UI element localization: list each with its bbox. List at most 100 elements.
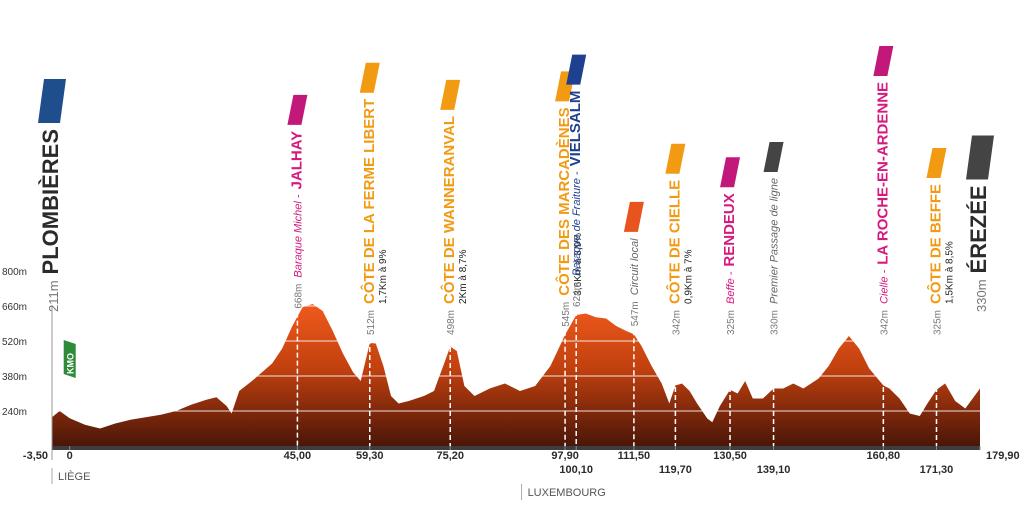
altitude: 545m [561,302,572,327]
x-tick-label: 75,20 [436,450,464,462]
name: CÔTE DE LA FERME LIBERT [360,99,378,304]
badge [623,201,644,232]
badge [287,94,308,125]
altitude: 342m [671,310,682,335]
annotation-text: 342m Cielle - LA ROCHE-EN-ARDENNE [874,82,891,335]
badge [873,45,894,76]
annotation: 325m Beffe - RENDEUX [721,193,738,335]
altitude: 330m [974,279,989,312]
annotation-text: 325m Beffe - RENDEUX [721,193,738,335]
annotation: 330m Premier Passage de ligne [769,178,781,335]
badge [359,62,380,93]
x-tick-label: 130,50 [713,450,747,462]
place: Cielle - [878,269,890,304]
badge [665,143,686,174]
annotation-text: 325m CÔTE DE BEFFE [926,184,944,335]
place: Premier Passage de ligne [769,178,781,304]
climb-detail: 3,6Km à 3,9% [573,233,584,296]
altitude: 325m [932,310,943,335]
name: CÔTE DE CIELLE [665,180,683,304]
annotation-text: 668m Baraque Michel - JALHAY [288,131,305,309]
name: LA ROCHE-EN-ARDENNE [874,82,891,265]
name: VIELSALM [567,91,584,167]
x-tick-label: 0 [67,450,73,462]
name: JALHAY [288,131,305,190]
place: Beffe - [725,271,737,304]
badge [966,135,994,180]
y-tick-label: 380m [2,372,27,383]
altitude: 325m [726,310,737,335]
x-tick-label: 111,50 [618,450,650,462]
annotation-text: 547m Circuit local [629,238,641,326]
x-tick-label: 45,00 [284,450,312,462]
place: Baraque Michel - [292,194,304,277]
y-tick-label: 660m [2,302,27,313]
badge [566,54,587,85]
annotation: 342m Cielle - LA ROCHE-EN-ARDENNE [874,82,891,335]
altitude: 547m [630,301,641,326]
annotation-text: 330m Premier Passage de ligne [769,178,781,335]
annotation: 342m CÔTE DE CIELLE 0,9Km à 7% [665,180,694,335]
climb-detail: 1,7Km à 9% [378,249,389,304]
x-tick-label: 119,70 [659,464,692,476]
place: Baraque de Fraiture - [571,171,583,276]
annotation: 325m CÔTE DE BEFFE 1,5Km à 8,5% [926,184,955,335]
annotation-text: 342m CÔTE DE CIELLE [665,180,683,335]
badge [720,157,741,188]
annotation: 211m PLOMBIÈRES [38,129,63,312]
altitude: 668m [293,284,304,309]
badge [763,142,784,173]
x-axis-band [52,446,980,450]
badge [926,147,947,178]
badge [38,78,66,123]
place: Circuit local [629,238,641,295]
annotation: 512m CÔTE DE LA FERME LIBERT 1,7Km à 9% [360,99,389,335]
annotation-text: 498m CÔTE DE WANNERANVAL [440,116,458,335]
name: CÔTE DE WANNERANVAL [440,116,458,304]
annotation-text: 545m CÔTE DES MARCADÈNES [555,107,573,326]
name: PLOMBIÈRES [38,129,63,274]
annotation-text: 512m CÔTE DE LA FERME LIBERT [360,99,378,335]
annotation: 330m ÉREZÉE [966,185,991,312]
badge [440,79,461,110]
altitude: 330m [770,310,781,335]
altitude: 342m [879,310,890,335]
x-tick-label: -3,50 [23,450,48,462]
x-tick-label: 179,90 [986,450,1020,462]
x-tick-label: 171,30 [920,464,954,476]
annotation: 545m CÔTE DES MARCADÈNES 3,6Km à 3,9% [555,107,584,326]
km0-badge [63,340,76,378]
annotation: 547m Circuit local [629,238,641,326]
x-tick-label: 139,10 [757,464,791,476]
altitude: 512m [366,310,377,335]
y-tick-label: 520m [2,337,27,348]
x-tick-label: 100,10 [559,464,593,476]
altitude: 498m [446,310,457,335]
altitude: 211m [46,280,61,312]
annotation-text: 330m ÉREZÉE [966,185,991,312]
annotation: 498m CÔTE DE WANNERANVAL 2Km à 8,7% [440,116,469,335]
x-tick-label: 160,80 [867,450,901,462]
annotation: 624m Baraque de Fraiture - VIELSALM [567,91,584,307]
y-tick-label: 800m [2,267,27,278]
annotation: 668m Baraque Michel - JALHAY [288,131,305,309]
region-label: LUXEMBOURG [528,487,606,499]
x-tick-label: 97,90 [551,450,579,462]
x-tick-label: 59,30 [356,450,384,462]
climb-detail: 0,9Km à 7% [683,249,694,304]
name: CÔTE DES MARCADÈNES [555,107,573,295]
name: ÉREZÉE [966,185,991,273]
name: CÔTE DE BEFFE [926,184,944,304]
annotation-text: 211m PLOMBIÈRES [38,129,63,312]
name: RENDEUX [721,193,738,266]
elevation-profile [52,304,980,446]
region-label: LIÈGE [58,470,90,483]
km0-label: KMO [66,353,76,374]
altitude: 624m [572,282,583,307]
y-tick-label: 240m [2,407,27,418]
annotation-text: 624m Baraque de Fraiture - VIELSALM [567,91,584,307]
climb-detail: 1,5Km à 8,5% [944,241,955,304]
climb-detail: 2Km à 8,7% [458,249,469,304]
